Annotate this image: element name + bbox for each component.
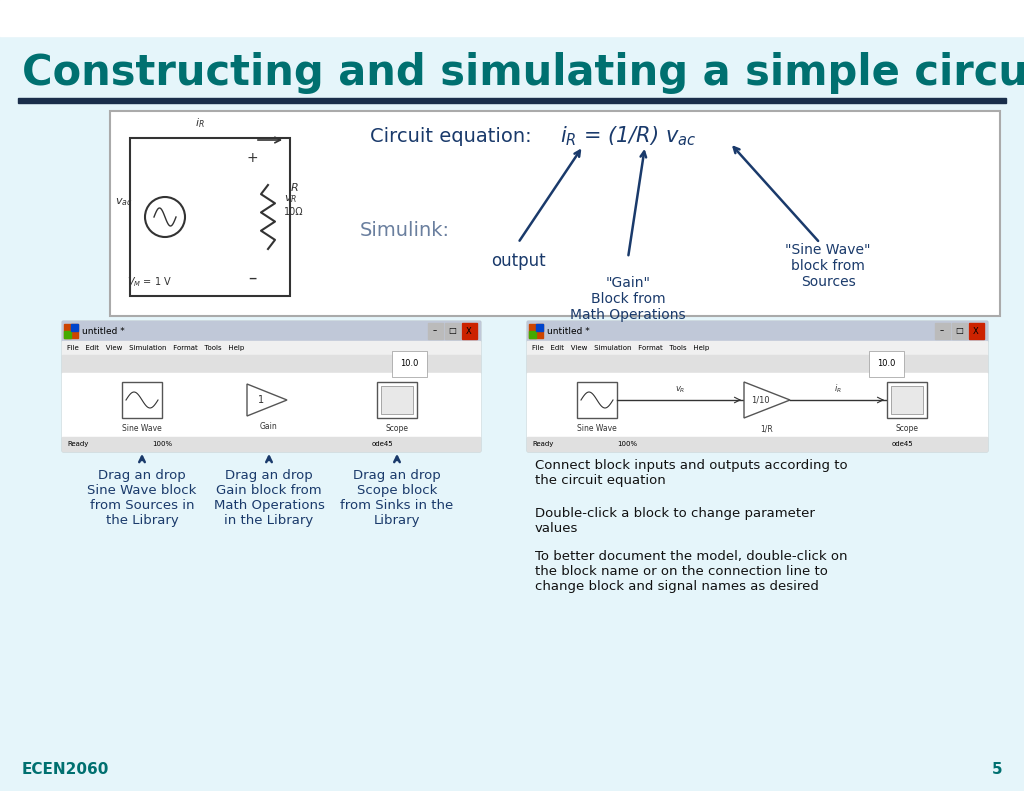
Bar <box>527 341 987 355</box>
Bar <box>62 321 480 451</box>
Text: Simulink:: Simulink: <box>360 221 450 240</box>
Bar <box>62 437 480 451</box>
Text: –: – <box>248 269 256 287</box>
Text: $v_R$: $v_R$ <box>675 384 685 395</box>
Text: ode45: ode45 <box>892 441 913 447</box>
Bar <box>122 382 162 418</box>
Bar <box>62 355 480 373</box>
Text: untitled *: untitled * <box>82 327 125 335</box>
Text: Ready: Ready <box>67 441 88 447</box>
Text: Gain: Gain <box>260 422 278 431</box>
Bar <box>71 324 78 331</box>
Text: 5: 5 <box>991 762 1002 777</box>
Text: $i_R$ = (1/$R$) $v_{ac}$: $i_R$ = (1/$R$) $v_{ac}$ <box>560 124 696 148</box>
Bar <box>527 437 987 451</box>
Bar <box>130 138 290 296</box>
Text: □: □ <box>955 327 963 335</box>
Text: ECEN2060: ECEN2060 <box>22 762 110 777</box>
Bar <box>445 323 460 339</box>
Text: Connect block inputs and outputs according to
the circuit equation: Connect block inputs and outputs accordi… <box>535 459 848 487</box>
Bar <box>63 331 71 338</box>
Text: "Gain"
Block from
Math Operations: "Gain" Block from Math Operations <box>570 276 686 323</box>
Text: $v_{ac}$: $v_{ac}$ <box>116 196 133 208</box>
Bar <box>381 386 413 414</box>
Text: X: X <box>973 327 979 335</box>
Bar <box>428 323 443 339</box>
Text: Sine Wave: Sine Wave <box>122 424 162 433</box>
Bar <box>110 111 1000 316</box>
Bar <box>63 324 78 338</box>
Circle shape <box>145 197 185 237</box>
Bar <box>527 321 987 341</box>
Bar <box>0 0 1024 36</box>
Text: 10.0: 10.0 <box>877 359 895 369</box>
Text: X: X <box>466 327 472 335</box>
Bar <box>952 323 967 339</box>
Text: $R$: $R$ <box>290 181 299 193</box>
Text: To better document the model, double-click on
the block name or on the connectio: To better document the model, double-cli… <box>535 550 848 593</box>
Bar <box>462 323 477 339</box>
Text: "Sine Wave"
block from
Sources: "Sine Wave" block from Sources <box>785 243 870 290</box>
Text: Drag an drop
Gain block from
Math Operations
in the Library: Drag an drop Gain block from Math Operat… <box>214 469 325 527</box>
Text: 10.0: 10.0 <box>400 359 419 369</box>
Text: File   Edit   View   Simulation   Format   Tools   Help: File Edit View Simulation Format Tools H… <box>532 345 710 351</box>
Text: Double-click a block to change parameter
values: Double-click a block to change parameter… <box>535 507 815 535</box>
Bar <box>529 331 536 338</box>
Bar <box>577 382 617 418</box>
Text: Scope: Scope <box>896 424 919 433</box>
Text: Constructing and simulating a simple circuit model: Constructing and simulating a simple cir… <box>22 52 1024 94</box>
Bar <box>887 382 927 418</box>
Text: Scope: Scope <box>385 424 409 433</box>
Bar <box>891 386 923 414</box>
Bar <box>527 321 987 451</box>
Text: 100%: 100% <box>152 441 172 447</box>
Polygon shape <box>744 382 790 418</box>
Text: Ready: Ready <box>532 441 553 447</box>
Text: –: – <box>433 327 437 335</box>
Bar <box>536 324 543 331</box>
Bar <box>18 98 1006 103</box>
Text: ode45: ode45 <box>372 441 393 447</box>
Text: 1/R: 1/R <box>761 424 773 433</box>
Bar <box>377 382 417 418</box>
Bar <box>62 373 480 437</box>
Text: +: + <box>246 151 258 165</box>
Text: □: □ <box>449 327 456 335</box>
Bar <box>62 321 480 341</box>
Bar <box>527 355 987 373</box>
Bar <box>529 324 543 338</box>
Bar <box>969 323 984 339</box>
Text: Drag an drop
Sine Wave block
from Sources in
the Library: Drag an drop Sine Wave block from Source… <box>87 469 197 527</box>
Text: 100%: 100% <box>617 441 637 447</box>
Text: $i_R$: $i_R$ <box>196 116 205 130</box>
Text: output: output <box>490 252 546 270</box>
Text: $i_R$: $i_R$ <box>835 383 842 395</box>
Bar <box>935 323 950 339</box>
Text: $V_M$ = 1 V: $V_M$ = 1 V <box>127 275 172 289</box>
Text: 10Ω: 10Ω <box>284 207 304 217</box>
Text: 1/10: 1/10 <box>751 396 769 404</box>
Text: untitled *: untitled * <box>547 327 590 335</box>
Text: $v_R$: $v_R$ <box>284 193 297 205</box>
Polygon shape <box>247 384 287 416</box>
Text: –: – <box>940 327 944 335</box>
Bar <box>62 341 480 355</box>
Text: File   Edit   View   Simulation   Format   Tools   Help: File Edit View Simulation Format Tools H… <box>67 345 245 351</box>
Text: 1: 1 <box>258 395 264 405</box>
Text: Circuit equation:: Circuit equation: <box>370 127 531 146</box>
Text: Sine Wave: Sine Wave <box>578 424 616 433</box>
Text: Drag an drop
Scope block
from Sinks in the
Library: Drag an drop Scope block from Sinks in t… <box>340 469 454 527</box>
Bar <box>527 373 987 437</box>
